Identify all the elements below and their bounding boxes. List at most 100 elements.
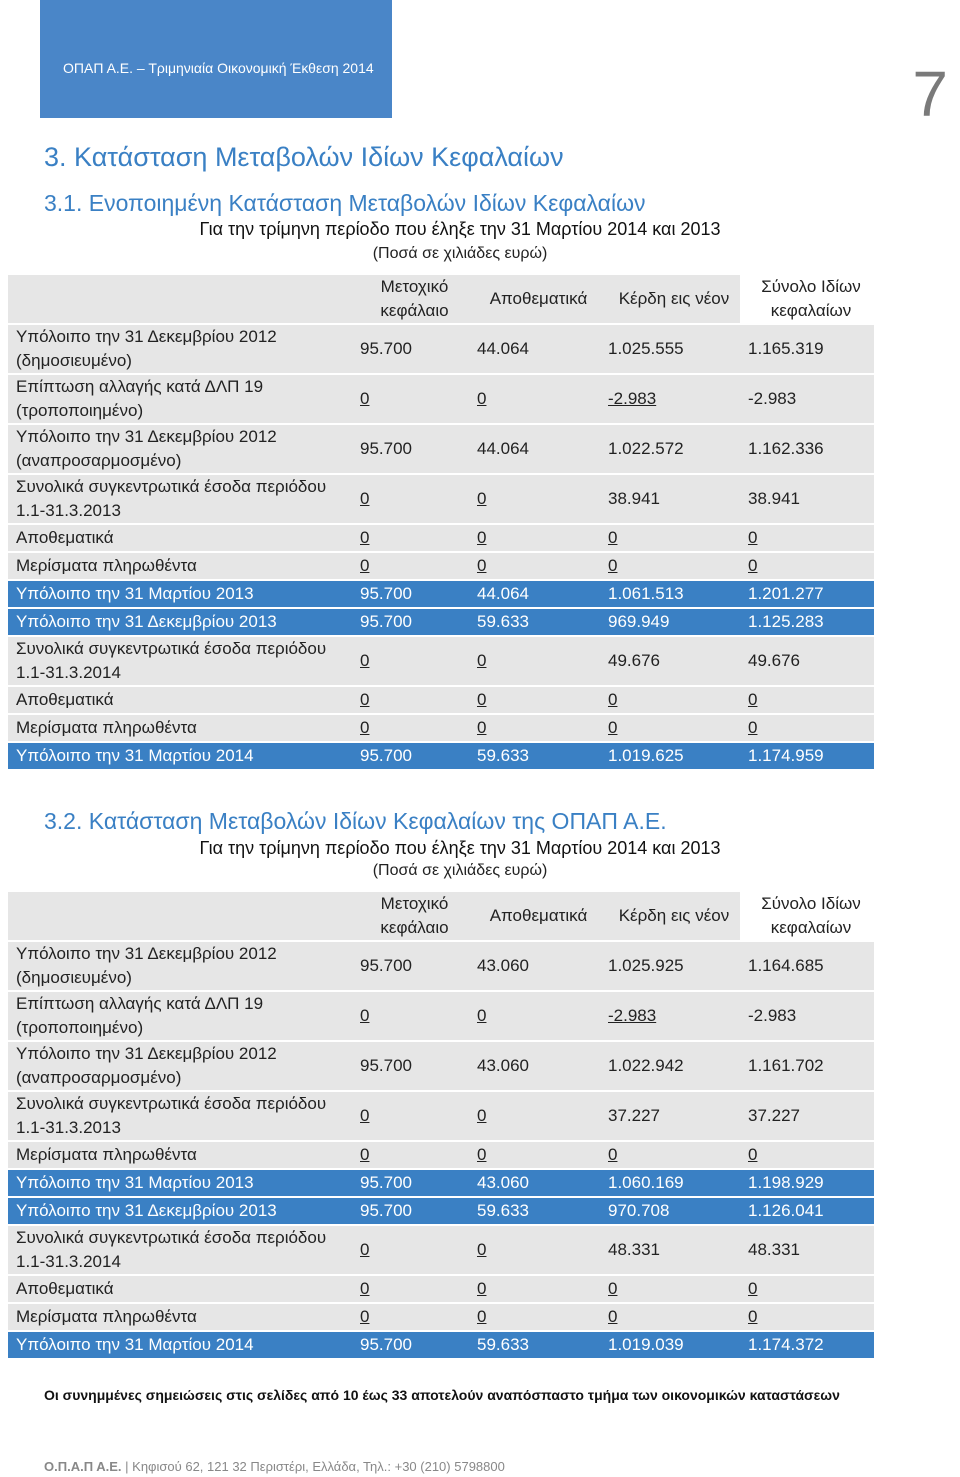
section-title: 3. Κατάσταση Μεταβολών Ιδίων Κεφαλαίων bbox=[44, 142, 564, 172]
value-cell: 59.633 bbox=[469, 1198, 600, 1224]
value-cell: 1.162.336 bbox=[740, 425, 874, 473]
value-cell: 95.700 bbox=[352, 1042, 469, 1090]
value-cell: 1.019.625 bbox=[600, 743, 740, 769]
row-label: Συνολικά συγκεντρωτικά έσοδα περιόδου 1.… bbox=[8, 637, 352, 685]
value-cell: 1.025.925 bbox=[600, 942, 740, 990]
table-row: Επίπτωση αλλαγής κατά ΔΛΠ 19 (τροποποιημ… bbox=[8, 992, 874, 1040]
equity-table-consolidated: Μετοχικό κεφάλαιο Αποθεματικά Κέρδη εις νέ… bbox=[8, 273, 874, 771]
header-empty-cell bbox=[8, 892, 352, 940]
row-label: Επίπτωση αλλαγής κατά ΔΛΠ 19 (τροποποιημ… bbox=[8, 375, 352, 423]
value-cell: -2.983 bbox=[740, 992, 874, 1040]
row-label: Υπόλοιπο την 31 Δεκεμβρίου 2012 (δημοσιε… bbox=[8, 942, 352, 990]
value-cell: 0 bbox=[600, 1142, 740, 1168]
value-cell: 0 bbox=[469, 1142, 600, 1168]
value-cell: 1.025.555 bbox=[600, 325, 740, 373]
value-cell: 0 bbox=[469, 1092, 600, 1140]
value-cell: 0 bbox=[600, 1304, 740, 1330]
value-cell: 59.633 bbox=[469, 609, 600, 635]
value-cell: 0 bbox=[740, 687, 874, 713]
value-cell: 95.700 bbox=[352, 743, 469, 769]
row-label: Υπόλοιπο την 31 Μαρτίου 2013 bbox=[8, 1170, 352, 1196]
footer-address: | Κηφισού 62, 121 32 Περιστέρι, Ελλάδα, … bbox=[125, 1459, 505, 1474]
value-cell: 37.227 bbox=[600, 1092, 740, 1140]
value-cell: 0 bbox=[740, 525, 874, 551]
table-row: Μερίσματα πληρωθέντα 0 0 0 0 bbox=[8, 553, 874, 579]
column-header: Μετοχικό κεφάλαιο bbox=[352, 892, 469, 940]
value-cell: 1.201.277 bbox=[740, 581, 874, 607]
value-cell: 95.700 bbox=[352, 425, 469, 473]
table-row: Υπόλοιπο την 31 Δεκεμβρίου 2013 95.700 59.… bbox=[8, 1198, 874, 1224]
value-cell: 969.949 bbox=[600, 609, 740, 635]
value-cell: 0 bbox=[352, 553, 469, 579]
row-label: Υπόλοιπο την 31 Μαρτίου 2014 bbox=[8, 1332, 352, 1358]
value-cell: 43.060 bbox=[469, 1042, 600, 1090]
value-cell: 0 bbox=[600, 553, 740, 579]
value-cell: 38.941 bbox=[600, 475, 740, 523]
value-cell: 95.700 bbox=[352, 325, 469, 373]
value-cell: 44.064 bbox=[469, 425, 600, 473]
value-cell: 0 bbox=[352, 687, 469, 713]
value-cell: 95.700 bbox=[352, 609, 469, 635]
header-banner bbox=[40, 0, 392, 118]
value-cell: 1.019.039 bbox=[600, 1332, 740, 1358]
value-cell: 1.174.372 bbox=[740, 1332, 874, 1358]
value-cell: 0 bbox=[740, 1304, 874, 1330]
table-row: Αποθεματικά 0 0 0 0 bbox=[8, 1276, 874, 1302]
table-row: Υπόλοιπο την 31 Δεκεμβρίου 2012 (αναπροσ… bbox=[8, 1042, 874, 1090]
value-cell: 0 bbox=[469, 375, 600, 423]
value-cell: 95.700 bbox=[352, 581, 469, 607]
value-cell: 43.060 bbox=[469, 942, 600, 990]
value-cell: 44.064 bbox=[469, 325, 600, 373]
value-cell: 0 bbox=[600, 715, 740, 741]
header-empty-cell bbox=[8, 275, 352, 323]
value-cell: 0 bbox=[352, 475, 469, 523]
value-cell: 95.700 bbox=[352, 942, 469, 990]
column-header: Κέρδη εις νέον bbox=[600, 275, 740, 323]
value-cell: 48.331 bbox=[600, 1226, 740, 1274]
row-label: Αποθεματικά bbox=[8, 687, 352, 713]
value-cell: 0 bbox=[469, 715, 600, 741]
table-row: Υπόλοιπο την 31 Δεκεμβρίου 2012 (δημοσιε… bbox=[8, 942, 874, 990]
header-row: Μετοχικό κεφάλαιο Αποθεματικά Κέρδη εις νέ… bbox=[8, 892, 874, 940]
row-label: Συνολικά συγκεντρωτικά έσοδα περιόδου 1.… bbox=[8, 1226, 352, 1274]
value-cell: 0 bbox=[352, 1142, 469, 1168]
value-cell: 0 bbox=[469, 992, 600, 1040]
table-row: Μερίσματα πληρωθέντα 0 0 0 0 bbox=[8, 1142, 874, 1168]
value-cell: 0 bbox=[352, 992, 469, 1040]
column-header: Κέρδη εις νέον bbox=[600, 892, 740, 940]
table-row: Συνολικά συγκεντρωτικά έσοδα περιόδου 1.… bbox=[8, 1092, 874, 1140]
value-cell: 0 bbox=[740, 1142, 874, 1168]
row-label: Υπόλοιπο την 31 Δεκεμβρίου 2012 (δημοσιε… bbox=[8, 325, 352, 373]
table1-period: Για την τρίμηνη περίοδο που έληξε την 31… bbox=[199, 219, 721, 239]
page-number: 7 bbox=[912, 58, 948, 130]
table-row: Συνολικά συγκεντρωτικά έσοδα περιόδου 1.… bbox=[8, 637, 874, 685]
row-label: Μερίσματα πληρωθέντα bbox=[8, 553, 352, 579]
value-cell: 0 bbox=[352, 637, 469, 685]
value-cell: 95.700 bbox=[352, 1332, 469, 1358]
row-label: Επίπτωση αλλαγής κατά ΔΛΠ 19 (τροποποιημ… bbox=[8, 992, 352, 1040]
row-label: Υπόλοιπο την 31 Δεκεμβρίου 2012 (αναπροσ… bbox=[8, 1042, 352, 1090]
value-cell: 1.161.702 bbox=[740, 1042, 874, 1090]
row-label: Υπόλοιπο την 31 Μαρτίου 2014 bbox=[8, 743, 352, 769]
value-cell: 1.061.513 bbox=[600, 581, 740, 607]
row-label: Υπόλοιπο την 31 Δεκεμβρίου 2013 bbox=[8, 609, 352, 635]
value-cell: 0 bbox=[352, 1092, 469, 1140]
value-cell: 0 bbox=[469, 1276, 600, 1302]
table-row: Μερίσματα πληρωθέντα 0 0 0 0 bbox=[8, 715, 874, 741]
table2-title: 3.2. Κατάσταση Μεταβολών Ιδίων Κεφαλαίων… bbox=[44, 808, 667, 834]
table-row: Υπόλοιπο την 31 Δεκεμβρίου 2013 95.700 59.… bbox=[8, 609, 874, 635]
value-cell: 0 bbox=[352, 525, 469, 551]
column-header: Σύνολο Ιδίων κεφαλαίων bbox=[740, 275, 874, 323]
value-cell: 0 bbox=[600, 687, 740, 713]
value-cell: 0 bbox=[469, 637, 600, 685]
value-cell: 49.676 bbox=[740, 637, 874, 685]
value-cell: 59.633 bbox=[469, 743, 600, 769]
column-header: Σύνολο Ιδίων κεφαλαίων bbox=[740, 892, 874, 940]
value-cell: 37.227 bbox=[740, 1092, 874, 1140]
table-row: Υπόλοιπο την 31 Δεκεμβρίου 2012 (αναπροσ… bbox=[8, 425, 874, 473]
row-label: Μερίσματα πληρωθέντα bbox=[8, 1142, 352, 1168]
header-row: Μετοχικό κεφάλαιο Αποθεματικά Κέρδη εις νέ… bbox=[8, 275, 874, 323]
value-cell: 1.022.572 bbox=[600, 425, 740, 473]
value-cell: 0 bbox=[600, 1276, 740, 1302]
value-cell: 0 bbox=[352, 1304, 469, 1330]
